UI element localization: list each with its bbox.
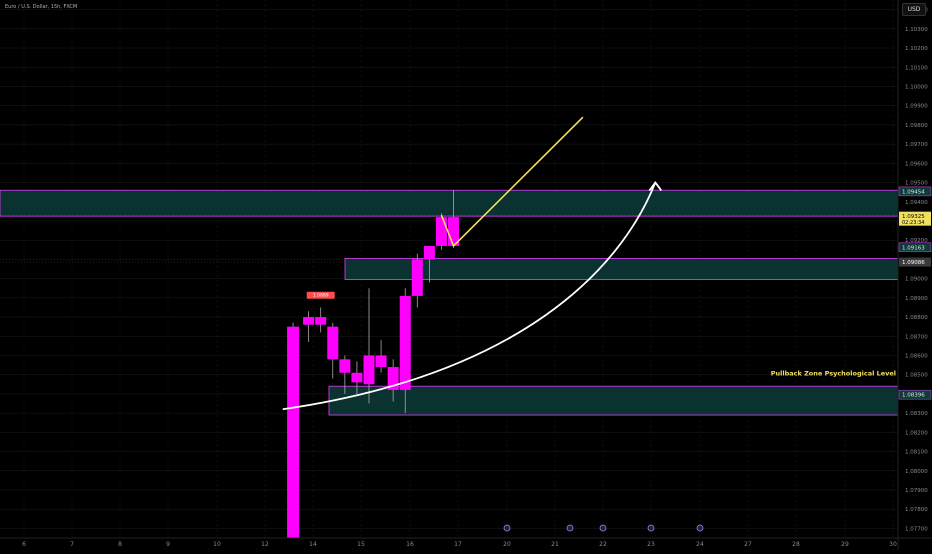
x-tick-label: 28 <box>792 541 800 548</box>
x-tick-label: 21 <box>551 541 559 548</box>
price-tag-sub: 02:23:34 <box>902 220 924 226</box>
x-tick-label: 20 <box>503 541 511 548</box>
chart-title: Euro / U.S. Dollar, 15h, FXCM <box>5 4 78 10</box>
zone-rect <box>344 258 899 280</box>
price-tag-label: 1.09086 <box>902 260 925 266</box>
high-marker-label: 1.0889 <box>313 293 329 299</box>
x-tick-label: 15 <box>357 541 365 548</box>
event-icon <box>647 524 655 532</box>
white-arrow-curve <box>282 182 657 411</box>
x-tick-label: 30 <box>889 541 897 548</box>
y-tick-label: 1.09700 <box>905 142 928 148</box>
y-tick-label: 1.10000 <box>905 84 928 90</box>
high-marker-bg <box>306 291 335 299</box>
x-tick-label: 17 <box>454 541 462 548</box>
candle-body <box>303 317 315 325</box>
time-axis: 6 7 8 9 10 12 14 15 16 17 20 21 22 23 24 27 28 29 30 <box>0 524 932 548</box>
x-tick-label: 23 <box>647 541 655 548</box>
price-tag-bg <box>898 389 932 400</box>
candle-body <box>363 355 375 385</box>
y-tick-label: 1.09200 <box>905 238 928 244</box>
candle-body <box>387 366 399 391</box>
x-tick-label: 10 <box>213 541 221 548</box>
y-tick-label: 1.08500 <box>905 373 928 379</box>
y-tick-label: 1.10200 <box>905 46 928 52</box>
x-tick-label: 9 <box>166 541 170 548</box>
zones <box>0 189 899 416</box>
candle-body <box>399 295 411 391</box>
price-tag-label: 1.09163 <box>902 245 925 251</box>
candle-body <box>339 359 351 373</box>
candle-body <box>287 326 300 538</box>
candle-body <box>448 217 460 246</box>
y-tick-label: 1.10100 <box>905 65 928 71</box>
price-tag-bg <box>899 211 931 226</box>
candles <box>287 190 460 538</box>
drawings: Pullback Zone Psychological Level <box>282 116 896 411</box>
y-tick-label: 1.09000 <box>905 277 928 283</box>
x-tick-label: 16 <box>406 541 414 548</box>
annotation-label: Pullback Zone Psychological Level <box>771 370 896 378</box>
event-icon <box>566 524 574 532</box>
y-tick-label: 1.08800 <box>905 315 928 321</box>
y-tick-label: 1.07900 <box>905 488 928 494</box>
price-tag-label: 1.08396 <box>902 393 925 399</box>
y-tick-label: 1.08700 <box>905 334 928 340</box>
event-icon <box>599 524 607 532</box>
candle-body <box>375 355 387 367</box>
y-tick-label: 1.08100 <box>905 450 928 456</box>
event-icon <box>696 524 704 532</box>
y-tick-label: 1.09400 <box>905 200 928 206</box>
y-tick-label: 1.09900 <box>905 104 928 110</box>
y-tick-label: 1.07800 <box>905 507 928 513</box>
candle-body <box>423 245 435 260</box>
x-tick-label: 6 <box>22 541 26 548</box>
y-tick-label: 1.10300 <box>905 27 928 33</box>
x-tick-label: 7 <box>70 541 74 548</box>
event-icon <box>503 524 511 532</box>
x-tick-label: 29 <box>841 541 849 548</box>
candle-body <box>327 326 339 360</box>
x-tick-label: 27 <box>744 541 752 548</box>
y-tick-label: 1.08600 <box>905 353 928 359</box>
candle-body <box>315 317 327 325</box>
price-axis: 1.07700 1.07800 1.07900 1.08000 1.08100 1.082… <box>897 0 932 550</box>
y-tick-label: 1.08000 <box>905 469 928 475</box>
price-tag-bg <box>899 257 931 267</box>
y-tick-label: 1.08200 <box>905 430 928 436</box>
price-tag-label: 1.09325 <box>902 214 925 220</box>
zone-rect <box>0 189 899 217</box>
x-tick-label: 22 <box>599 541 607 548</box>
y-tick-label: 1.09500 <box>905 181 928 187</box>
price-tag-bg <box>898 242 932 253</box>
price-tag-label: 1.09454 <box>902 189 925 195</box>
zone-rect <box>328 385 899 416</box>
x-tick-label: 14 <box>309 541 317 548</box>
candle-body <box>351 372 363 383</box>
price-axis-bg <box>898 0 932 550</box>
currency-button[interactable]: USD <box>902 3 926 16</box>
x-tick-label: 8 <box>118 541 122 548</box>
y-tick-label: 1.07700 <box>905 526 928 532</box>
y-tick-label: 1.09800 <box>905 123 928 129</box>
yellow-path <box>440 116 584 248</box>
y-tick-label: 1.08900 <box>905 296 928 302</box>
white-arrow-head <box>648 181 663 192</box>
y-tick-label: 1.09600 <box>905 161 928 167</box>
currency-label: USD <box>907 6 921 13</box>
candle-body <box>411 259 423 296</box>
x-tick-label: 24 <box>696 541 704 548</box>
y-tick-label: 1.08300 <box>905 411 928 417</box>
candle-body <box>435 217 447 246</box>
x-tick-label: 12 <box>261 541 269 548</box>
price-tag-bg <box>898 186 932 197</box>
